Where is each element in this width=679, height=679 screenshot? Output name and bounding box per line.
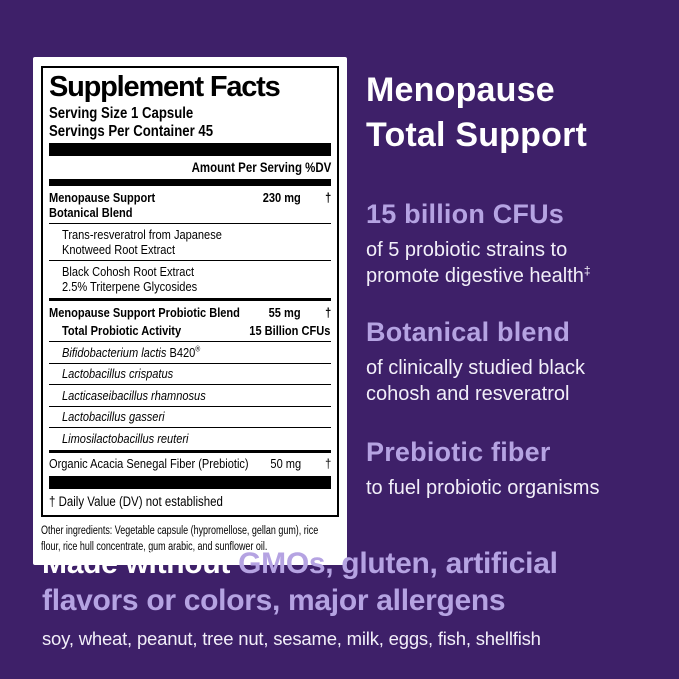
rule-thin — [49, 341, 331, 343]
facts-row-b-lactis: Bifidobacterium lactis B420® — [62, 344, 201, 360]
facts-row-resveratrol: Trans-resveratrol from Japanese Knotweed… — [62, 226, 222, 258]
rule-thin — [49, 427, 331, 429]
facts-title: Supplement Facts — [49, 71, 281, 103]
facts-row-l-gasseri: Lactobacillus gasseri — [62, 409, 165, 425]
feature-title: Botanical blend — [366, 317, 571, 347]
rule-thin — [49, 223, 331, 225]
facts-row-botanical-blend: Menopause Support Botanical Blend 230 mg… — [49, 189, 331, 221]
amount-per-serving-header: Amount Per Serving %DV — [191, 160, 331, 176]
feature-body: of clinically studied black cohosh and r… — [366, 357, 585, 405]
rule-thin — [49, 384, 331, 386]
feature-body: of 5 probiotic strains to promote digest… — [366, 239, 591, 287]
product-heading: Menopause Total Support — [366, 71, 588, 154]
divider-bar-medium — [49, 179, 331, 187]
supplement-facts-panel: Supplement Facts Serving Size 1 Capsule … — [33, 57, 347, 566]
feature-title: Prebiotic fiber — [366, 437, 551, 467]
made-without-headline-line2: flavors or colors, major allergens — [42, 584, 506, 617]
facts-row-probiotic-blend: Menopause Support Probiotic Blend 55 mg … — [49, 304, 331, 320]
feature-cfus: 15 billion CFUs of 5 probiotic strains t… — [366, 198, 671, 289]
facts-row-black-cohosh: Black Cohosh Root Extract 2.5% Triterpen… — [62, 263, 198, 295]
feature-botanical-blend: Botanical blend of clinically studied bl… — [366, 316, 671, 407]
registered-mark: ® — [195, 344, 201, 354]
feature-title: 15 billion CFUs — [366, 199, 565, 229]
made-without-headline-line1: Made without GMOs, gluten, artificial — [42, 547, 558, 580]
feature-prebiotic-fiber: Prebiotic fiber to fuel probiotic organi… — [366, 436, 671, 501]
feature-body: to fuel probiotic organisms — [366, 477, 600, 499]
rule-medium — [49, 449, 331, 453]
rule-thin — [49, 260, 331, 262]
rule-thin — [49, 405, 331, 407]
facts-row-acacia-fiber: Organic Acacia Senegal Fiber (Prebiotic)… — [49, 456, 331, 472]
double-dagger-mark: ‡ — [583, 263, 591, 278]
facts-row-l-crispatus: Lactobacillus crispatus — [62, 366, 174, 382]
facts-row-l-reuteri: Limosilactobacillus reuteri — [62, 430, 189, 446]
allergens-list: soy, wheat, peanut, tree nut, sesame, mi… — [42, 628, 541, 649]
facts-row-total-probiotic-activity: Total Probiotic Activity 15 Billion CFUs — [62, 323, 331, 339]
rule-medium — [49, 298, 331, 302]
made-without-section: Made without GMOs, gluten, artificial fl… — [42, 545, 657, 650]
supplement-facts-box: Supplement Facts Serving Size 1 Capsule … — [41, 66, 339, 518]
divider-bar-thick — [49, 476, 331, 490]
other-ingredients: Other ingredients: Vegetable capsule (hy… — [41, 525, 319, 553]
servings-per-container: Servings Per Container 45 — [49, 122, 214, 140]
serving-size: Serving Size 1 Capsule — [49, 105, 194, 123]
rule-thin — [49, 362, 331, 364]
divider-bar-thick — [49, 143, 331, 157]
facts-row-l-rhamnosus: Lacticaseibacillus rhamnosus — [62, 387, 206, 403]
dv-footnote: † Daily Value (DV) not established — [49, 494, 223, 510]
